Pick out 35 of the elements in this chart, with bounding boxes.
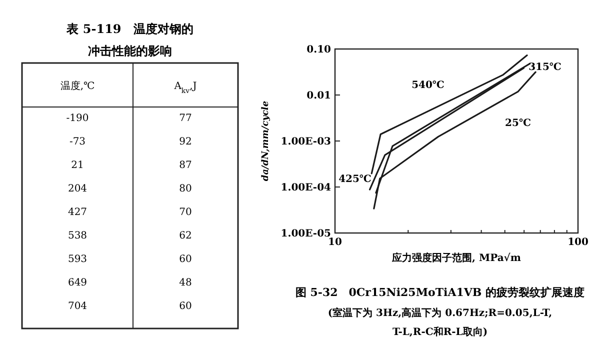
x-axis-title: 应力强度因子范围, MPa√m — [391, 252, 522, 264]
text: (室温下为 3Hz,高温下为 0.67Hz;R=0.05,L-T,T-L,R-C和R-L取向) — [328, 307, 552, 338]
text: A$_{kv}$,J — [173, 81, 197, 95]
text: 204 — [68, 184, 88, 194]
text: 538 — [68, 230, 88, 242]
series-label: 25℃ — [505, 118, 531, 129]
text: 649 — [68, 278, 88, 288]
text: 70 — [179, 207, 192, 218]
text: 21 — [71, 160, 84, 171]
y-tick-label: 1.00E-04 — [280, 182, 332, 194]
text: 80 — [179, 184, 192, 194]
series-label: 425℃ — [338, 174, 372, 185]
text: 427 — [68, 207, 88, 218]
x-tick-label: 100 — [568, 237, 588, 248]
y-tick-label: 0.10 — [306, 44, 332, 56]
text: 表 5-119 温度对钢的冲击性能的影响 — [66, 22, 194, 58]
text: 图 5-32 0Cr15Ni25MoTiA1VB 的疲劳裂纹扩展速度 — [295, 286, 585, 299]
text: 60 — [179, 254, 192, 265]
text: 60 — [179, 301, 192, 312]
text: 704 — [68, 301, 88, 312]
y-tick-label: 0.01 — [306, 90, 331, 102]
y-tick-label: 1.00E-03 — [280, 136, 332, 148]
text: 48 — [179, 278, 192, 288]
text: -190 — [66, 113, 89, 124]
y-axis-title: da/dN,mm/cycle — [261, 100, 271, 182]
series-label: 315℃ — [528, 62, 562, 73]
text: 温度,℃ — [60, 80, 95, 92]
text: 593 — [68, 254, 88, 265]
text: 87 — [179, 160, 192, 171]
x-tick-label: 10 — [328, 237, 342, 248]
series-label: 540℃ — [412, 80, 444, 91]
text: 62 — [179, 230, 192, 242]
text: -73 — [69, 136, 86, 148]
text: 92 — [179, 136, 192, 148]
text: 77 — [179, 113, 192, 124]
